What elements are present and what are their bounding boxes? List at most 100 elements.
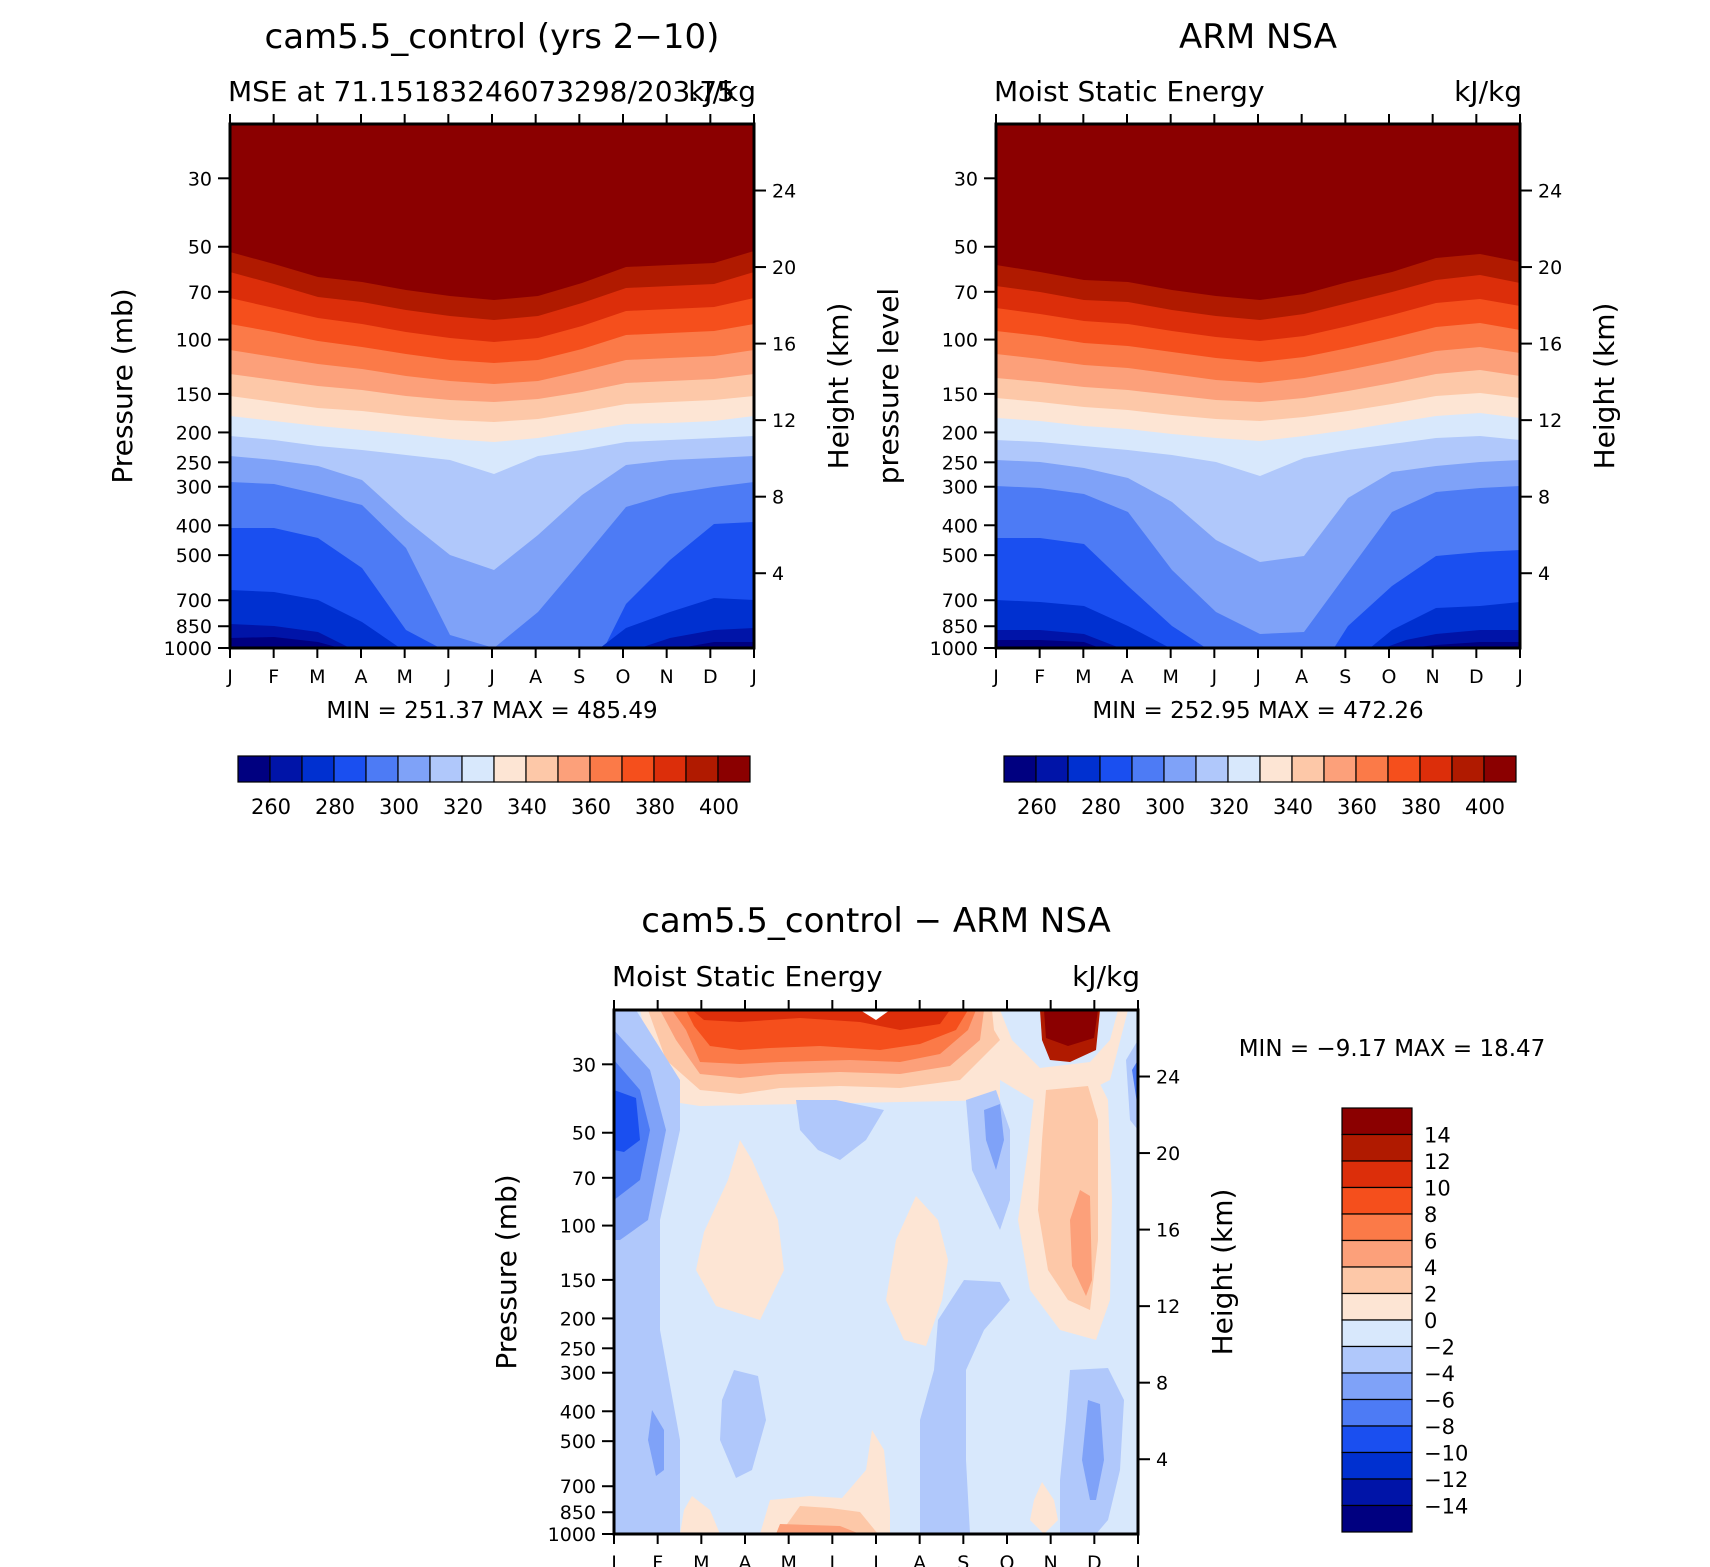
x-tick-label: N — [660, 666, 674, 688]
x-tick-label: J — [445, 666, 452, 688]
colorbar-label: −12 — [1424, 1468, 1468, 1492]
x-tick-label: J — [992, 666, 999, 688]
colorbar-label: 2 — [1424, 1283, 1437, 1307]
colorbar-label: 10 — [1424, 1177, 1451, 1201]
y-tick-label: 700 — [560, 1476, 596, 1498]
x-tick-label: A — [355, 666, 368, 688]
diff-contour-cold-8 — [614, 1090, 640, 1152]
colorbar-swatch — [1341, 1345, 1413, 1374]
diff-contour-blob-a — [696, 1140, 784, 1320]
diff-contour-cold-blob-d2 — [984, 1104, 1004, 1170]
diff-contour-warm-14 — [1044, 1010, 1098, 1046]
colorbar-swatch — [397, 755, 431, 783]
diff-axes: J F M A M J J A S O N D J 30 50 70 100 150 200 250 300 400 500… — [548, 1000, 1180, 1567]
x-tick-label: A — [529, 666, 542, 688]
colorbar-label: 260 — [1017, 795, 1057, 819]
obs-title: ARM NSA — [1179, 17, 1337, 57]
colorbar-swatch — [1341, 1504, 1413, 1533]
colorbar-swatch — [1195, 755, 1229, 783]
diff-contour-blob-b — [886, 1196, 948, 1346]
y-tick-label: 400 — [176, 515, 212, 537]
colorbar-swatch — [429, 755, 463, 783]
height-tick-label: 8 — [772, 487, 784, 509]
x-tick-label: J — [872, 1552, 879, 1567]
colorbar-swatch — [1341, 1213, 1413, 1242]
colorbar-swatch — [461, 755, 495, 783]
x-tick-label: J — [226, 666, 233, 688]
y-tick-label: 30 — [188, 168, 212, 190]
height-tick-label: 20 — [1538, 257, 1562, 279]
diff-ylabel: Pressure (mb) — [490, 1174, 523, 1369]
y-tick-label: 200 — [560, 1308, 596, 1330]
diff-contour-cold-blob-a — [796, 1100, 884, 1160]
colorbar-swatch — [1341, 1478, 1413, 1507]
y-tick-label: 100 — [942, 330, 978, 352]
diff-contour-plume-6 — [1070, 1190, 1092, 1296]
x-tick-label: N — [1044, 1552, 1058, 1567]
y-tick-label: 850 — [176, 616, 212, 638]
colorbar-label: 380 — [1401, 795, 1441, 819]
colorbar-label: 300 — [1145, 795, 1185, 819]
colorbar-label: 360 — [571, 795, 611, 819]
colorbar-label: −6 — [1424, 1389, 1455, 1413]
colorbar-swatch — [1341, 1239, 1413, 1268]
colorbar-swatch — [1341, 1451, 1413, 1480]
y-tick-label: 500 — [176, 545, 212, 567]
colorbar-swatch — [1341, 1425, 1413, 1454]
model-minmax: MIN = 251.37 MAX = 485.49 — [326, 698, 657, 724]
y-tick-label: 850 — [560, 1502, 596, 1524]
colorbar-label: 6 — [1424, 1230, 1437, 1254]
model-colorbar: 260 280 300 320 340 360 380 400 — [237, 755, 751, 819]
y-tick-label: 1000 — [164, 638, 212, 660]
height-tick-label: 16 — [1538, 334, 1562, 356]
obs-minmax: MIN = 252.95 MAX = 472.26 — [1092, 698, 1423, 724]
y-tick-label: 1000 — [548, 1524, 596, 1546]
height-tick-label: 8 — [1538, 487, 1550, 509]
y-tick-label: 400 — [942, 515, 978, 537]
x-tick-label: O — [616, 666, 631, 688]
height-tick-label: 24 — [1538, 181, 1562, 203]
diff-contour-cold-blob-b — [720, 1370, 766, 1478]
obs-ylabel: pressure level — [872, 288, 905, 484]
model-subtitle-right: kJ/kg — [688, 75, 756, 108]
y-tick-label: 700 — [176, 590, 212, 612]
model-ylabel: Pressure (mb) — [106, 288, 139, 483]
x-tick-label: O — [1000, 1552, 1015, 1567]
y-tick-label: 300 — [942, 477, 978, 499]
x-tick-label: S — [957, 1552, 969, 1567]
colorbar-swatch — [589, 755, 623, 783]
y-tick-label: 250 — [560, 1338, 596, 1360]
x-tick-label: A — [1121, 666, 1134, 688]
x-tick-label: J — [1254, 666, 1261, 688]
colorbar-swatch — [653, 755, 687, 783]
height-tick-label: 4 — [1538, 563, 1550, 585]
colorbar-label: 320 — [443, 795, 483, 819]
y-tick-label: 150 — [176, 384, 212, 406]
height-tick-label: 12 — [772, 410, 796, 432]
colorbar-swatch — [1341, 1372, 1413, 1401]
colorbar-label: 400 — [699, 795, 739, 819]
colorbar-swatch — [1341, 1186, 1413, 1215]
colorbar-label: 280 — [315, 795, 355, 819]
height-tick-label: 20 — [1156, 1143, 1180, 1165]
colorbar-swatch — [1341, 1107, 1413, 1136]
diff-contour-warm-10 — [692, 1010, 950, 1030]
y-tick-label: 1000 — [930, 638, 978, 660]
y-tick-label: 150 — [942, 384, 978, 406]
colorbar-swatch — [365, 755, 399, 783]
y-tick-label: 250 — [942, 452, 978, 474]
colorbar-label: 8 — [1424, 1203, 1437, 1227]
colorbar-swatch — [685, 755, 719, 783]
height-tick-label: 12 — [1538, 410, 1562, 432]
colorbar-label: 0 — [1424, 1309, 1437, 1333]
colorbar-swatch — [1099, 755, 1133, 783]
y-tick-label: 500 — [560, 1431, 596, 1453]
height-tick-label: 24 — [772, 181, 796, 203]
colorbar-swatch — [1341, 1160, 1413, 1189]
colorbar-swatch — [1131, 755, 1165, 783]
y-tick-label: 70 — [954, 282, 978, 304]
x-tick-label: M — [1075, 666, 1091, 688]
diff-contour-blob-c3 — [776, 1524, 860, 1534]
colorbar-swatch — [1341, 1398, 1413, 1427]
colorbar-swatch — [1387, 755, 1421, 783]
